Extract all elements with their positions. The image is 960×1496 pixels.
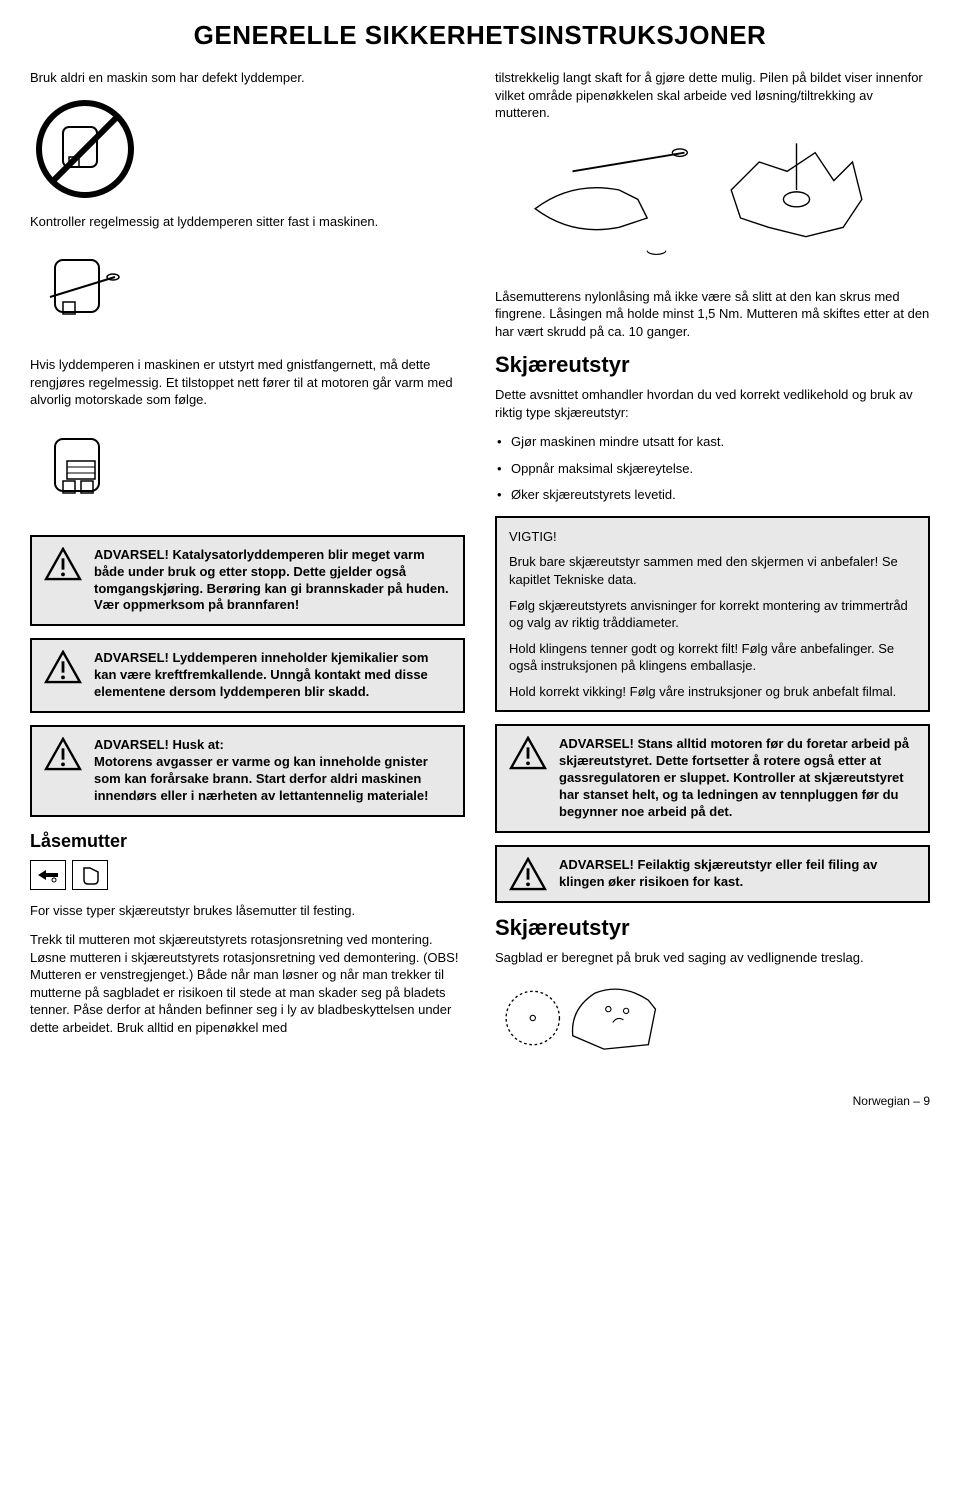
sawblade-guard-illustration bbox=[495, 978, 695, 1058]
right-p2: Låsemutterens nylonlåsing må ikke være s… bbox=[495, 288, 930, 341]
warning-text: ADVARSEL! Katalysatorlyddemperen blir me… bbox=[94, 547, 451, 615]
right-p3: Dette avsnittet omhandler hvordan du ved… bbox=[495, 386, 930, 421]
arrow-icon-box bbox=[30, 860, 66, 890]
info-p3: Hold klingens tenner godt og korrekt fil… bbox=[509, 640, 916, 675]
right-p1: tilstrekkelig langt skaft for å gjøre de… bbox=[495, 69, 930, 122]
skjaereutstyr-heading: Skjæreutstyr bbox=[495, 352, 930, 378]
warning-box-catalyst: ADVARSEL! Katalysatorlyddemperen blir me… bbox=[30, 535, 465, 627]
glove-icon-box bbox=[72, 860, 108, 890]
warning-text: ADVARSEL! Lyddemperen inneholder kjemika… bbox=[94, 650, 451, 701]
muffler-check-icon bbox=[30, 242, 140, 342]
warning-triangle-icon bbox=[44, 737, 82, 771]
muffler-prohibit-icon bbox=[30, 99, 140, 199]
right-p4: Sagblad er beregnet på bruk ved saging a… bbox=[495, 949, 930, 967]
skjaereutstyr-heading-2: Skjæreutstyr bbox=[495, 915, 930, 941]
lasemutter-heading: Låsemutter bbox=[30, 831, 465, 852]
warning-box-chemicals: ADVARSEL! Lyddemperen inneholder kjemika… bbox=[30, 638, 465, 713]
warning-box-wrong-equipment: ADVARSEL! Feilaktig skjæreutstyr eller f… bbox=[495, 845, 930, 903]
warning-text: ADVARSEL! Feilaktig skjæreutstyr eller f… bbox=[559, 857, 916, 891]
warning-triangle-icon bbox=[44, 650, 82, 684]
warning-text: ADVARSEL! Husk at: Motorens avgasser er … bbox=[94, 737, 451, 805]
warning-triangle-icon bbox=[509, 736, 547, 770]
left-p5: Trekk til mutteren mot skjæreutstyrets r… bbox=[30, 931, 465, 1036]
warning-triangle-icon bbox=[509, 857, 547, 891]
warning-box-exhaust: ADVARSEL! Husk at: Motorens avgasser er … bbox=[30, 725, 465, 817]
info-p2: Følg skjæreutstyrets anvisninger for kor… bbox=[509, 597, 916, 632]
info-p1: Bruk bare skjæreutstyr sammen med den sk… bbox=[509, 553, 916, 588]
viktig-info-box: VIGTIG! Bruk bare skjæreutstyr sammen me… bbox=[495, 516, 930, 712]
lasemutter-icons bbox=[30, 860, 465, 890]
warning-text: ADVARSEL! Stans alltid motoren før du fo… bbox=[559, 736, 916, 820]
warning-box-stop-engine: ADVARSEL! Stans alltid motoren før du fo… bbox=[495, 724, 930, 832]
skjaere-bullets: Gjør maskinen mindre utsatt for kast. Op… bbox=[495, 433, 930, 504]
bullet-item: Oppnår maksimal skjæreytelse. bbox=[495, 460, 930, 478]
left-p3: Hvis lyddemperen i maskinen er utstyrt m… bbox=[30, 356, 465, 409]
page-title: GENERELLE SIKKERHETSINSTRUKSJONER bbox=[30, 20, 930, 51]
two-column-layout: Bruk aldri en maskin som har defekt lydd… bbox=[30, 69, 930, 1064]
left-p2: Kontroller regelmessig at lyddemperen si… bbox=[30, 213, 465, 231]
wrench-blade-illustration bbox=[495, 134, 930, 274]
info-title: VIGTIG! bbox=[509, 528, 916, 546]
bullet-item: Gjør maskinen mindre utsatt for kast. bbox=[495, 433, 930, 451]
left-p1: Bruk aldri en maskin som har defekt lydd… bbox=[30, 69, 465, 87]
left-p4: For visse typer skjæreutstyr brukes låse… bbox=[30, 902, 465, 920]
muffler-mesh-icon bbox=[30, 421, 140, 521]
page-footer: Norwegian – 9 bbox=[30, 1094, 930, 1108]
left-column: Bruk aldri en maskin som har defekt lydd… bbox=[30, 69, 465, 1064]
bullet-item: Øker skjæreutstyrets levetid. bbox=[495, 486, 930, 504]
info-p4: Hold korrekt vikking! Følg våre instruks… bbox=[509, 683, 916, 701]
right-column: tilstrekkelig langt skaft for å gjøre de… bbox=[495, 69, 930, 1064]
warning-triangle-icon bbox=[44, 547, 82, 581]
